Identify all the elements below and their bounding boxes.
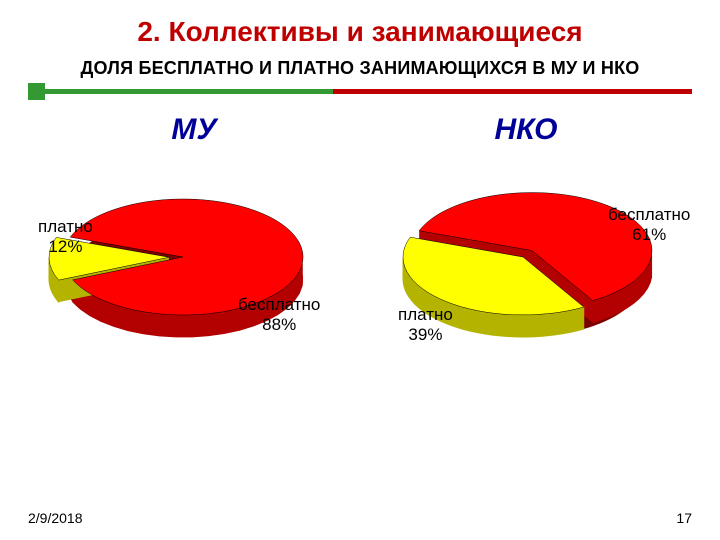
page-title: 2. Коллективы и занимающиеся bbox=[28, 16, 692, 48]
slide: 2. Коллективы и занимающиеся ДОЛЯ БЕСПЛА… bbox=[0, 0, 720, 540]
chart-titles: МУ НКО bbox=[28, 113, 692, 147]
chart1-title: МУ bbox=[28, 113, 360, 147]
pie-chart-mu bbox=[8, 147, 348, 387]
divider-square bbox=[28, 83, 45, 100]
charts-area: платно12% бесплатно88% платно39% бесплат… bbox=[28, 147, 692, 417]
divider-inner bbox=[28, 89, 333, 94]
label-mu-besplatno: бесплатно88% bbox=[238, 295, 320, 334]
footer-date: 2/9/2018 bbox=[28, 510, 83, 526]
footer-page: 17 bbox=[676, 510, 692, 526]
pie-chart-nko bbox=[358, 147, 698, 387]
divider bbox=[28, 83, 692, 109]
subtitle: ДОЛЯ БЕСПЛАТНО И ПЛАТНО ЗАНИМАЮЩИХСЯ В М… bbox=[28, 58, 692, 79]
label-nko-platno: платно39% bbox=[398, 305, 453, 344]
chart2-title: НКО bbox=[360, 113, 692, 147]
label-mu-platno: платно12% bbox=[38, 217, 93, 256]
label-nko-besplatno: бесплатно61% bbox=[608, 205, 690, 244]
footer: 2/9/2018 17 bbox=[28, 510, 692, 526]
